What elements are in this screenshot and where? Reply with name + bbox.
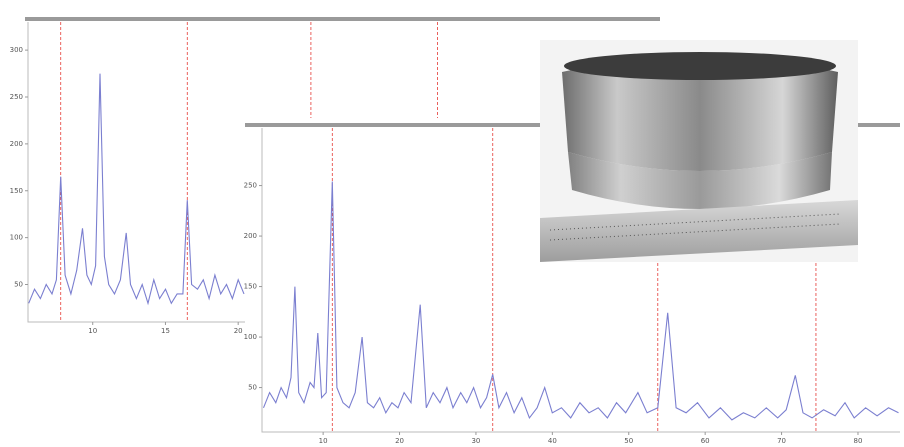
y-tick-label: 300	[10, 46, 23, 54]
x-tick-label: 40	[548, 437, 557, 445]
x-tick-label: 60	[701, 437, 710, 445]
x-tick-label: 70	[777, 437, 786, 445]
y-tick-label: 150	[10, 187, 23, 195]
y-tick-label: 200	[244, 232, 257, 240]
x-tick-label: 15	[161, 327, 170, 335]
y-tick-label: 150	[244, 283, 257, 291]
chart: 50 100 150 200 250 300 10 15 20 50 100 150 200 250 10…	[0, 0, 904, 447]
x-tick-label: 10	[88, 327, 97, 335]
y-tick-label: 250	[244, 182, 257, 190]
y-tick-label: 100	[244, 333, 257, 341]
y-tick-label: 50	[14, 281, 23, 289]
x-tick-label: 20	[395, 437, 404, 445]
y-tick-label: 50	[248, 384, 257, 392]
x-tick-label: 20	[234, 327, 243, 335]
x-tick-label: 30	[471, 437, 480, 445]
ring-inside	[564, 52, 836, 80]
y-tick-label: 200	[10, 140, 23, 148]
y-tick-label: 100	[10, 234, 23, 242]
y-tick-label: 250	[10, 93, 23, 101]
x-tick-label: 50	[624, 437, 633, 445]
x-tick-label: 80	[854, 437, 863, 445]
header-bar	[25, 17, 660, 21]
x-tick-label: 10	[319, 437, 328, 445]
photo	[540, 40, 858, 262]
